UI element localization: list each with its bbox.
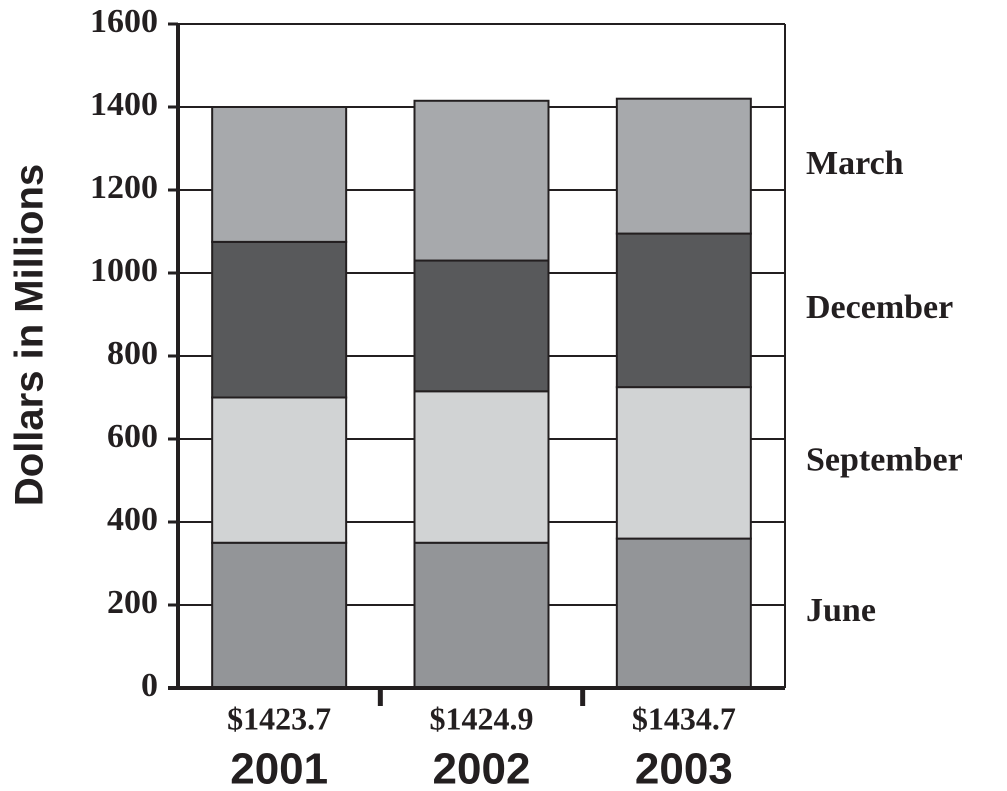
bar-segment — [211, 240, 348, 399]
y-tick-label: 1200 — [90, 169, 158, 206]
total-label: $1424.9 — [430, 700, 534, 736]
bar-segment — [211, 106, 348, 243]
bar-segment — [413, 390, 550, 544]
x-tick-label: 2002 — [433, 745, 531, 791]
total-label: $1423.7 — [227, 700, 331, 736]
y-tick-label: 1600 — [90, 3, 158, 40]
y-tick-label: 0 — [141, 667, 158, 704]
legend-label: December — [806, 289, 953, 326]
bar-segment — [413, 99, 550, 262]
total-label: $1434.7 — [632, 700, 736, 736]
bar-segment — [615, 97, 752, 235]
bar-segment — [413, 541, 550, 689]
x-tick-label: 2003 — [635, 745, 733, 791]
bar-segment — [615, 537, 752, 689]
y-axis-title: Dollars in Millions — [8, 164, 52, 506]
bar-segment — [211, 541, 348, 689]
y-tick-label: 800 — [107, 335, 158, 372]
y-tick-label: 600 — [107, 418, 158, 455]
legend-label: June — [806, 592, 876, 629]
y-tick-label: 1000 — [90, 252, 158, 289]
y-tick-label: 400 — [107, 501, 158, 538]
legend-label: September — [806, 442, 963, 479]
bar-segment — [413, 259, 550, 393]
x-tick-label: 2001 — [230, 745, 328, 791]
bar-segment — [615, 386, 752, 540]
y-tick-label: 200 — [107, 584, 158, 621]
y-tick-label: 1400 — [90, 86, 158, 123]
bar-segment — [211, 396, 348, 544]
bar-segment — [615, 232, 752, 389]
legend-label: March — [806, 145, 904, 182]
